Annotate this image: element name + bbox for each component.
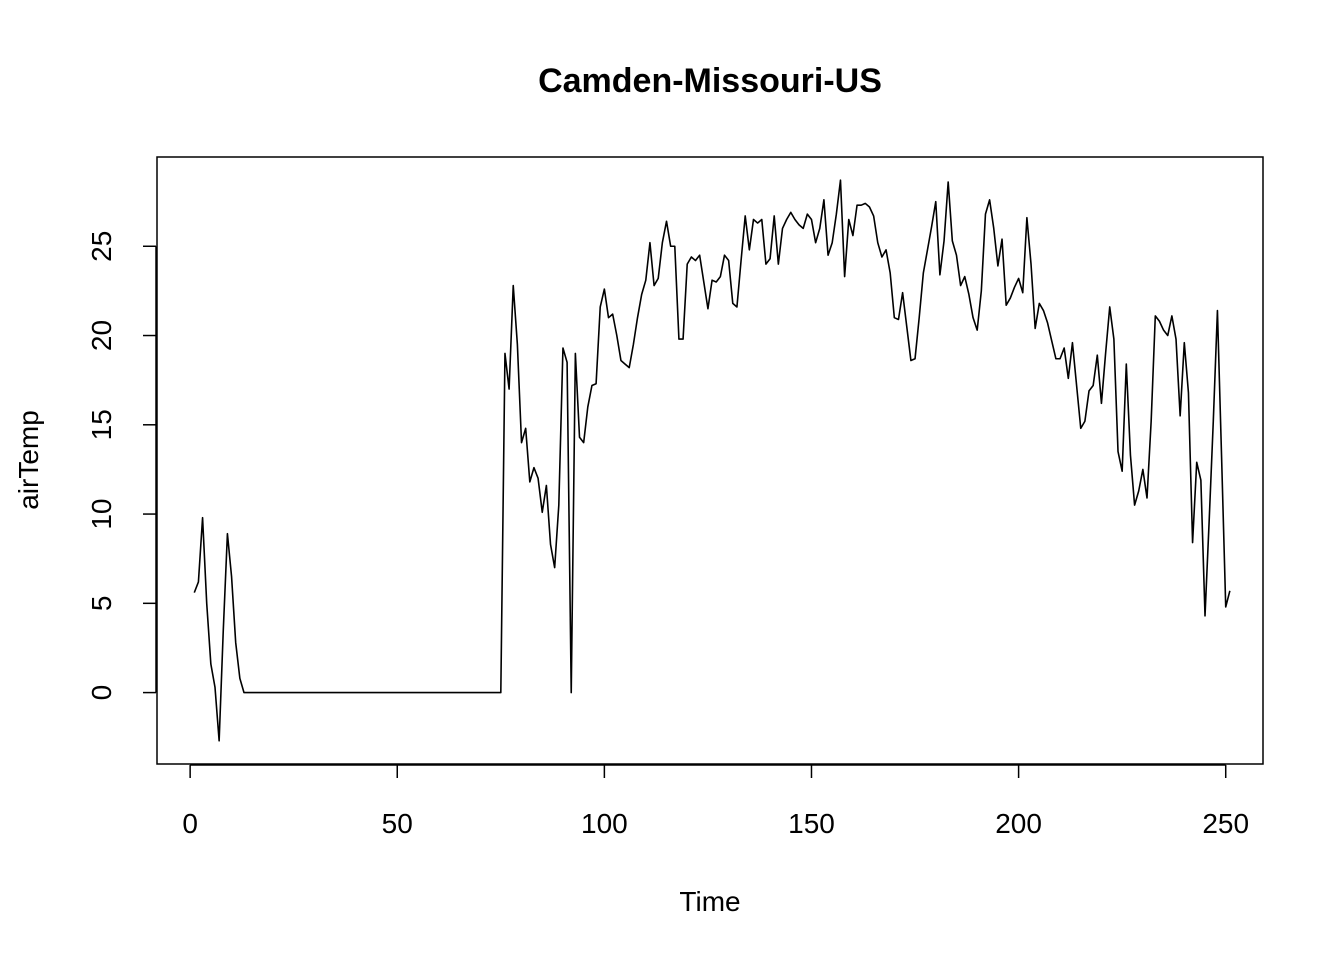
chart-title: Camden-Missouri-US xyxy=(538,62,882,100)
y-axis-label: airTemp xyxy=(13,410,44,510)
y-tick-label: 25 xyxy=(86,231,117,262)
x-tick-label: 250 xyxy=(1202,808,1249,839)
x-axis: 0 50 100 150 200 250 xyxy=(182,764,1249,839)
x-tick-label: 50 xyxy=(382,808,413,839)
y-tick-label: 5 xyxy=(86,596,117,612)
x-tick-label: 0 xyxy=(182,808,198,839)
x-tick-label: 200 xyxy=(995,808,1042,839)
y-tick-label: 15 xyxy=(86,409,117,440)
y-axis: 0 5 10 15 20 25 xyxy=(86,231,157,701)
x-tick-label: 100 xyxy=(581,808,628,839)
plot-area xyxy=(156,156,1264,765)
y-tick-label: 20 xyxy=(86,320,117,351)
y-tick-label: 0 xyxy=(86,685,117,701)
y-tick-label: 10 xyxy=(86,498,117,529)
series-line-airtemp xyxy=(193,179,1231,742)
x-tick-label: 150 xyxy=(788,808,835,839)
x-axis-label: Time xyxy=(679,886,740,917)
